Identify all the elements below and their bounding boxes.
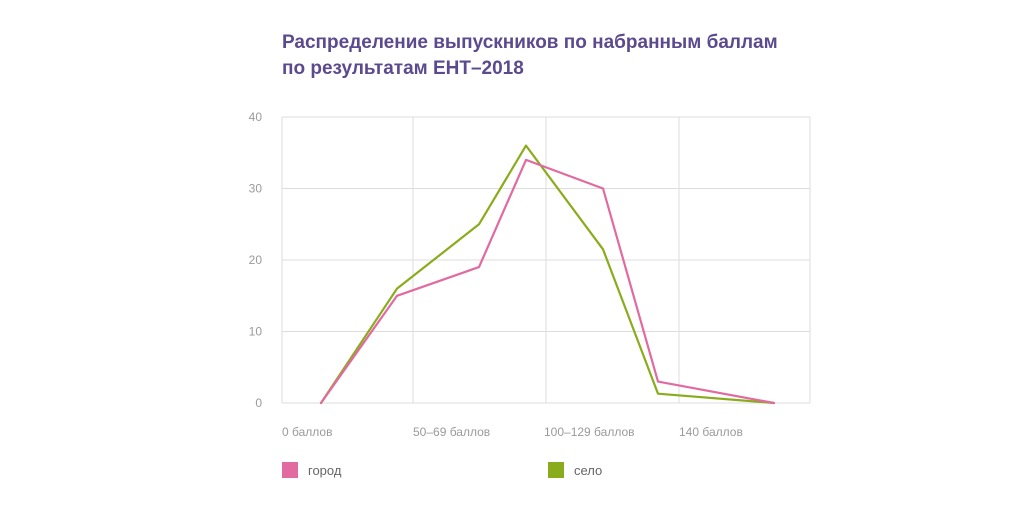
data-point-gorod-6 — [773, 402, 775, 404]
x-tick-label-1: 50–69 баллов — [413, 425, 490, 439]
y-tick-label-30: 30 — [249, 182, 263, 196]
legend-item-gorod: город — [282, 462, 341, 478]
data-point-gorod-1 — [396, 294, 398, 297]
data-point-selo-3 — [525, 144, 527, 147]
series-line-gorod — [319, 158, 776, 405]
legend-label-selo: село — [574, 462, 603, 478]
x-axis-ticks: 0 баллов 50–69 баллов 100–129 баллов 140 ба… — [282, 425, 743, 439]
y-axis-ticks: 0 10 20 30 40 — [249, 110, 263, 410]
y-tick-label-20: 20 — [249, 253, 263, 267]
legend-swatch-gorod — [282, 462, 298, 478]
y-tick-label-0: 0 — [255, 396, 262, 410]
legend-item-selo: село — [548, 462, 602, 478]
chart-title-line-2: по результатам ЕНТ–2018 — [282, 58, 524, 79]
y-tick-label-10: 10 — [249, 325, 263, 339]
grid — [281, 116, 811, 404]
x-tick-label-3: 140 баллов — [679, 425, 743, 439]
data-point-selo-5 — [657, 392, 659, 395]
y-tick-label-40: 40 — [249, 110, 263, 124]
chart-title-line-1: Распределение выпускников по набранным б… — [282, 32, 778, 53]
legend-label-gorod: город — [308, 462, 342, 478]
data-point-selo-1 — [396, 287, 398, 290]
data-point-gorod-0 — [320, 402, 322, 404]
x-tick-label-0: 0 баллов — [282, 425, 332, 439]
data-point-gorod-3 — [525, 159, 527, 161]
data-point-gorod-4 — [602, 187, 604, 190]
x-tick-label-2: 100–129 баллов — [544, 425, 635, 439]
data-point-gorod-2 — [478, 266, 480, 268]
data-point-gorod-5 — [657, 380, 659, 383]
data-point-selo-4 — [602, 248, 604, 251]
chart-title: Распределение выпускников по набранным б… — [282, 30, 842, 82]
data-point-selo-2 — [478, 223, 480, 226]
series-lines — [319, 144, 776, 405]
series-line-selo — [319, 144, 776, 405]
legend-swatch-selo — [548, 462, 564, 478]
